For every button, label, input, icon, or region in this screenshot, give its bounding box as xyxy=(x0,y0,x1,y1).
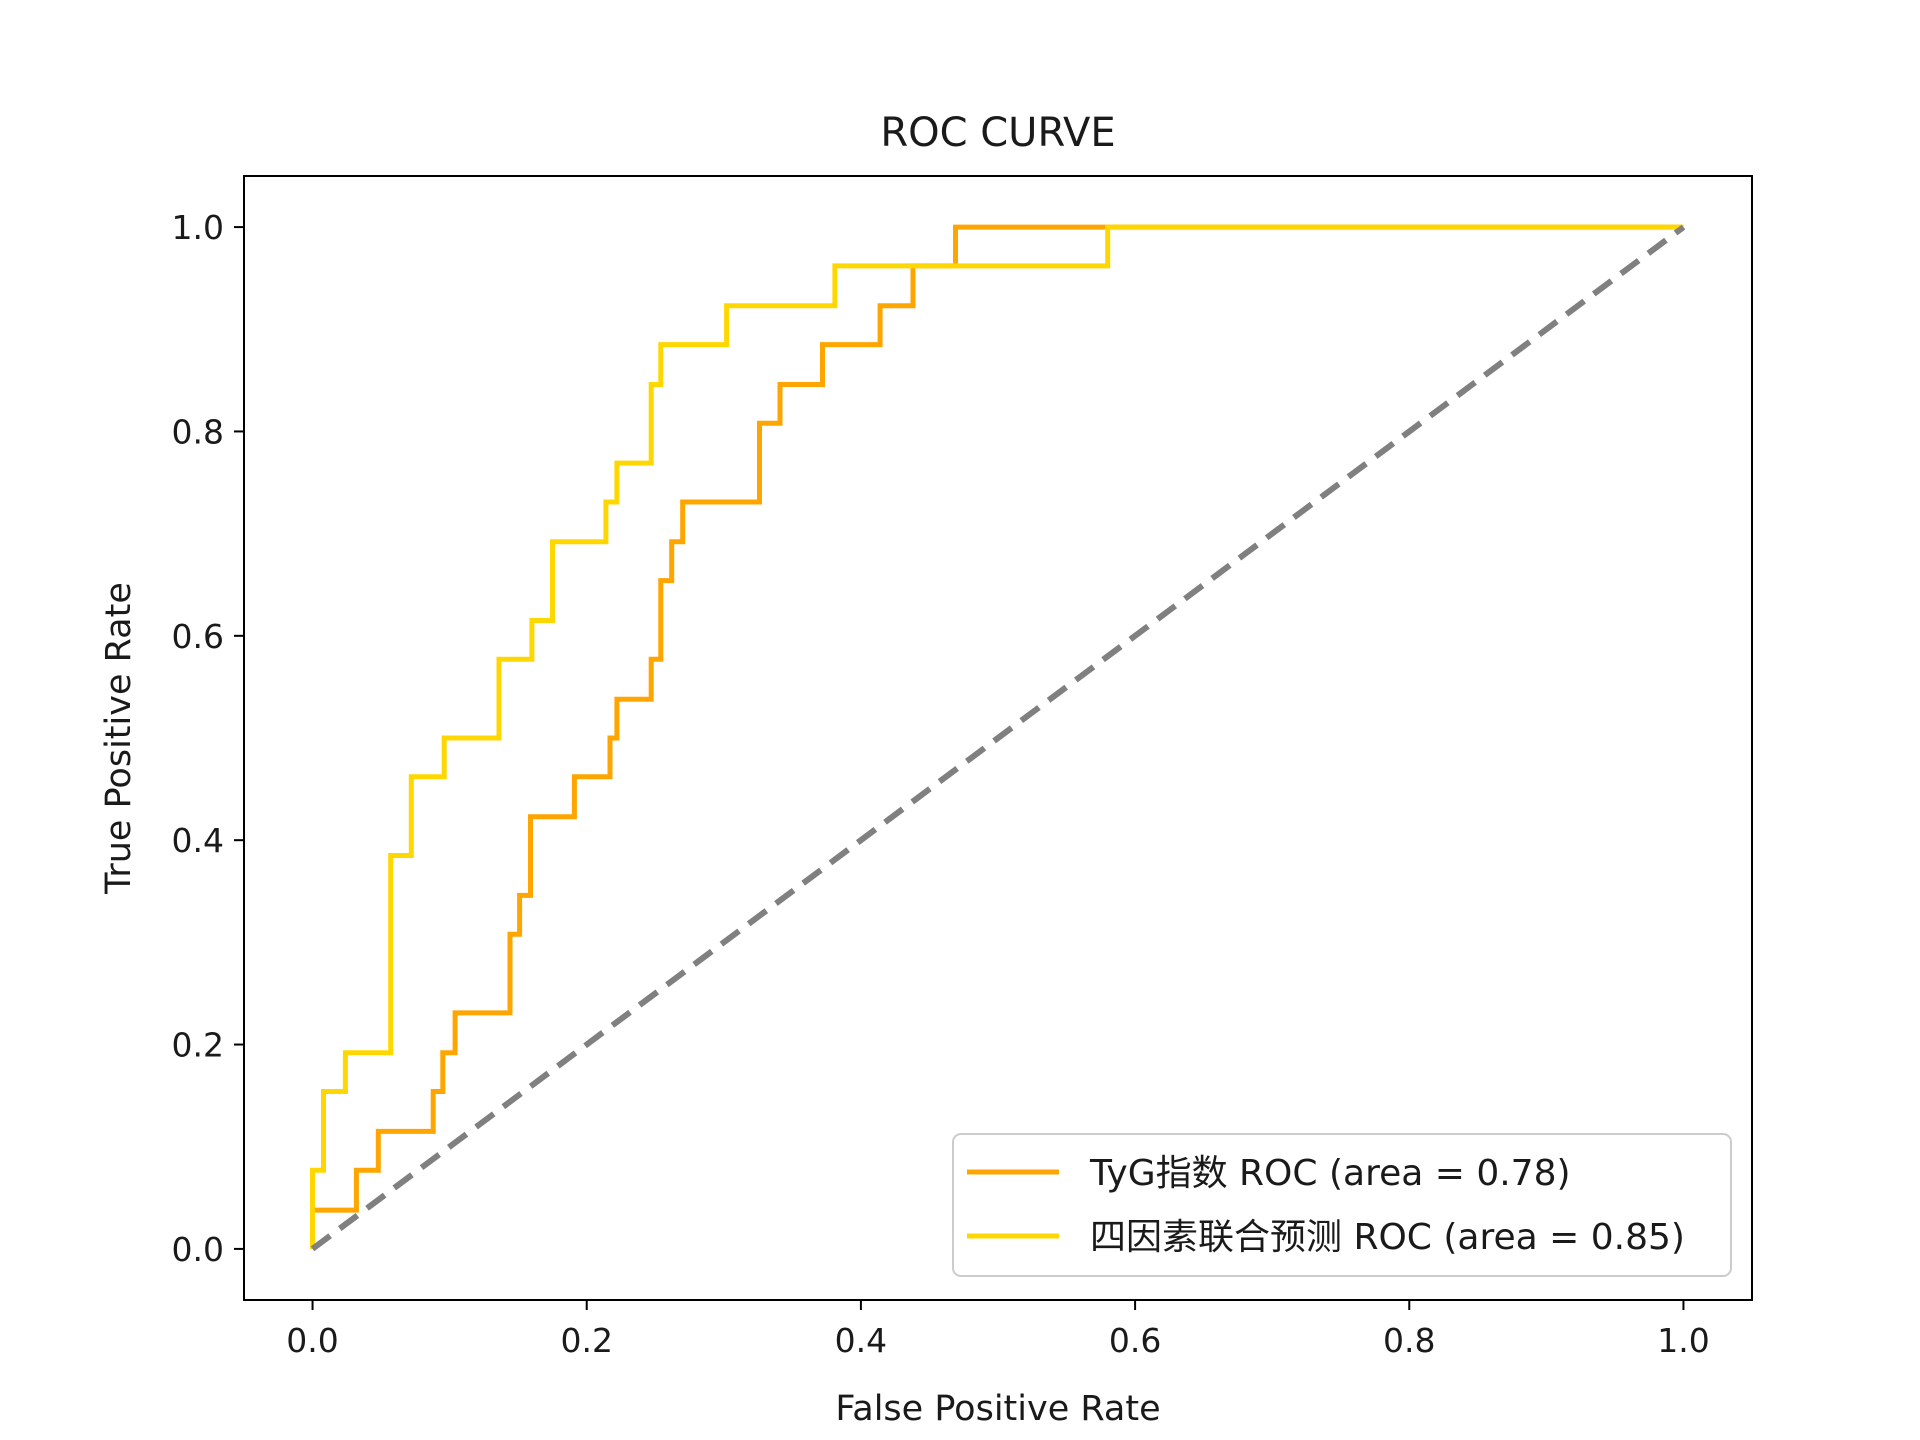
y-tick-label: 0.6 xyxy=(172,617,224,656)
legend-label-tyg: TyG指数 ROC (area = 0.78) xyxy=(1089,1153,1571,1194)
plot-frame xyxy=(243,175,1753,1301)
y-tick-label: 0.8 xyxy=(172,412,224,451)
x-tick-label: 0.4 xyxy=(835,1321,887,1360)
x-tick-label: 1.0 xyxy=(1657,1321,1709,1360)
legend: TyG指数 ROC (area = 0.78) 四因素联合预测 ROC (are… xyxy=(952,1133,1732,1277)
chart-title: ROC CURVE xyxy=(880,110,1115,156)
y-tick-label: 0.0 xyxy=(172,1230,224,1269)
y-tick-label: 0.4 xyxy=(172,821,224,860)
tyg-roc-line xyxy=(310,224,1684,1249)
legend-label-four-factor: 四因素联合预测 ROC (area = 0.85) xyxy=(1090,1217,1685,1258)
x-tick-label: 0.8 xyxy=(1383,1321,1435,1360)
y-axis-ticks: 0.0 0.2 0.4 0.6 0.8 1.0 xyxy=(172,208,244,1269)
legend-box xyxy=(952,1133,1732,1277)
series-layer xyxy=(310,224,1686,1252)
y-axis-label: True Positive Rate xyxy=(99,582,139,895)
x-tick-label: 0.0 xyxy=(286,1321,338,1360)
x-tick-label: 0.6 xyxy=(1109,1321,1161,1360)
x-tick-label: 0.2 xyxy=(560,1321,612,1360)
y-tick-label: 1.0 xyxy=(172,208,224,247)
x-axis-ticks: 0.0 0.2 0.4 0.6 0.8 1.0 xyxy=(286,1300,1710,1360)
y-tick-label: 0.2 xyxy=(172,1026,224,1065)
x-axis-label: False Positive Rate xyxy=(835,1389,1160,1429)
chance-diagonal-line xyxy=(310,224,1686,1252)
four-factor-roc-line xyxy=(310,224,1684,1249)
